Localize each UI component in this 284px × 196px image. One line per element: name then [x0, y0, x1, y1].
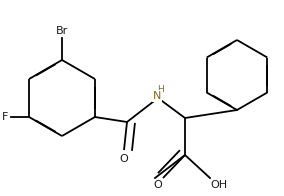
- Text: H: H: [156, 84, 163, 93]
- Text: OH: OH: [210, 180, 227, 190]
- Text: Br: Br: [56, 26, 68, 36]
- Text: O: O: [154, 180, 162, 190]
- Text: O: O: [120, 154, 128, 164]
- Text: N: N: [153, 91, 161, 101]
- Text: F: F: [2, 112, 8, 122]
